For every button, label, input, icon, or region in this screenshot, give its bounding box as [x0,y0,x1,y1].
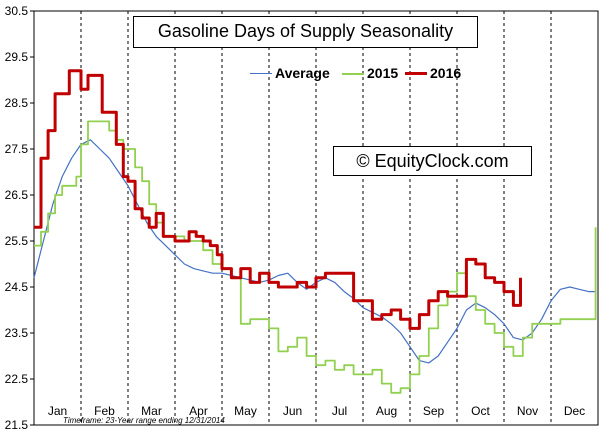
x-tick-label: May [234,404,257,418]
series-lines [33,69,597,394]
legend-swatch-average [250,73,272,74]
x-tick-label: Nov [517,404,538,418]
footnote: Timeframe: 23-Year range ending 12/31/20… [63,416,225,425]
x-tick-label: Sep [423,404,445,418]
legend-label-average: Average [275,65,330,81]
x-tick-label: Jun [283,404,302,418]
y-axis: 30.5 29.5 28.5 27.5 26.5 25.5 24.5 23.5 22.5 21.5 [5,4,34,432]
y-tick-label: 23.5 [5,326,29,340]
y-tick-label: 26.5 [5,188,29,202]
y-tick-label: 21.5 [5,418,29,432]
x-tick-label: Jan [48,404,67,418]
legend: Average 2015 2016 [250,63,480,83]
y-tick-label: 25.5 [5,234,29,248]
legend-label-2015: 2015 [367,65,399,81]
x-tick-label: Dec [564,404,585,418]
x-tick-label: Oct [471,404,490,418]
x-tick-label: Jul [332,404,347,418]
legend-swatch-2015 [342,73,364,75]
x-tick-label: Aug [376,404,397,418]
watermark-box: © EquityClock.com [333,146,532,176]
y-tick-label: 24.5 [5,280,29,294]
watermark: © EquityClock.com [356,151,509,171]
y-tick-label: 28.5 [5,96,29,110]
y-tick-label: 30.5 [5,4,29,18]
x-axis: Jan Feb Mar Apr May Jun Jul Aug Sep Oct Nov Dec [48,404,585,418]
y-tick-label: 22.5 [5,372,29,386]
legend-swatch-2016 [405,72,427,75]
y-tick-label: 29.5 [5,50,29,64]
x-tick-label: Feb [94,404,115,418]
x-tick-label: Apr [189,404,208,418]
series-line-2015 [34,120,597,394]
chart-title-box: Gasoline Days of Supply Seasonality [133,16,478,48]
y-tick-label: 27.5 [5,142,29,156]
legend-label-2016: 2016 [430,65,462,81]
series-line-2016 [34,69,522,330]
x-tick-label: Mar [141,404,162,418]
chart-title: Gasoline Days of Supply Seasonality [157,21,454,41]
